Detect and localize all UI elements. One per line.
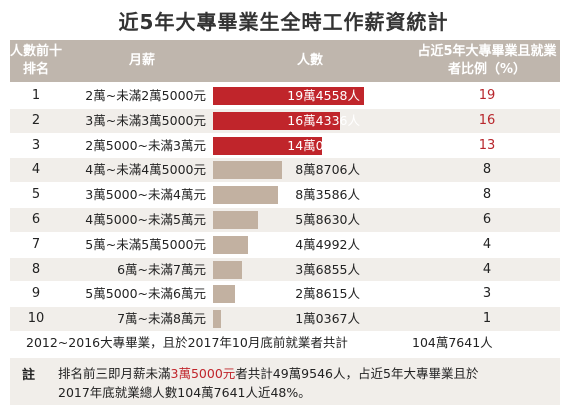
- value-label: 1萬0367人: [295, 311, 360, 327]
- rank-label: 7: [31, 236, 41, 252]
- footnote-highlight: 3萬5000元: [170, 366, 236, 381]
- header-percentage: 占近5年大專畢業且就業者比例（%）: [417, 44, 557, 77]
- bar: [213, 210, 259, 229]
- category-label: 2萬~未滿2萬5000元: [85, 88, 206, 103]
- table-row: 4 4萬~未滿4萬5000元 8萬8706人 8: [10, 158, 560, 183]
- table-row: 8 6萬~未滿7萬元 3萬6855人 4: [10, 257, 560, 282]
- percentage-label: 4: [482, 236, 492, 252]
- category-label: 5萬5000~未滿6萬元: [85, 286, 206, 302]
- percentage-label: 16: [478, 112, 496, 128]
- bar: [213, 310, 222, 329]
- percentage-label: 19: [478, 88, 496, 103]
- footnote-text-a: 排名前三即月薪未滿: [58, 366, 171, 381]
- rank-label: 10: [27, 311, 45, 327]
- total-row: 2012~2016大專畢業，且於2017年10月底前就業者共計 104萬7641…: [10, 331, 560, 355]
- value-label: 19萬4558人: [287, 88, 360, 103]
- rank-label: 2: [31, 112, 41, 128]
- footnote-line-1: 排名前三即月薪未滿3萬5000元者共計49萬9546人，占近5年大專畢業且於: [58, 363, 478, 382]
- percentage-label: 8: [482, 162, 492, 178]
- bar: [213, 235, 248, 254]
- table-row: 7 5萬~未滿5萬5000元 4萬4992人 4: [10, 232, 560, 257]
- category-label: 5萬~未滿5萬5000元: [85, 236, 206, 252]
- rank-label: 6: [31, 211, 41, 227]
- bar: [213, 111, 341, 130]
- table-header: 人數前十排名 月薪 人數 占近5年大專畢業且就業者比例（%）: [10, 40, 560, 82]
- table-body: 1 2萬~未滿2萬5000元 19萬4558人 19 2 3萬~未滿3萬5000元 16萬4…: [10, 84, 560, 332]
- rank-label: 4: [31, 162, 41, 178]
- category-label: 2萬5000~未滿3萬元: [85, 137, 206, 153]
- total-label: 2012~2016大專畢業，且於2017年10月底前就業者共計: [26, 335, 348, 350]
- table-row: 1 2萬~未滿2萬5000元 19萬4558人 19: [10, 84, 560, 108]
- value-label: 8萬8706人: [295, 162, 360, 178]
- bar: [213, 260, 242, 279]
- rank-label: 1: [31, 88, 41, 103]
- bar: [213, 186, 278, 205]
- rank-label: 9: [31, 286, 41, 302]
- bar: [213, 136, 322, 155]
- category-label: 3萬~未滿3萬5000元: [85, 112, 206, 128]
- bar: [213, 285, 236, 304]
- value-label: 2萬8615人: [295, 286, 360, 302]
- percentage-label: 8: [482, 187, 492, 203]
- footnote-text-b: 者共計49萬9546人，占近5年大專畢業且於: [235, 366, 479, 381]
- rank-label: 8: [31, 261, 41, 277]
- value-label: 14萬0652人: [287, 137, 360, 153]
- bar: [213, 161, 282, 180]
- percentage-label: 3: [482, 286, 492, 302]
- category-label: 6萬~未滿7萬元: [117, 261, 206, 277]
- value-label: 8萬3586人: [295, 187, 360, 203]
- footnote-line-2: 2017年底就業總人數104萬7641人近48%。: [58, 385, 311, 400]
- value-label: 3萬6855人: [295, 261, 360, 277]
- header-pay: 月薪: [128, 53, 155, 68]
- value-label: 5萬8630人: [295, 211, 360, 227]
- value-label: 16萬4336人: [287, 112, 360, 128]
- rank-label: 3: [31, 137, 41, 153]
- table-row: 5 3萬5000~未滿4萬元 8萬3586人 8: [10, 183, 560, 207]
- header-count: 人數: [296, 53, 323, 68]
- value-label: 4萬4992人: [295, 236, 360, 252]
- percentage-label: 4: [482, 261, 492, 277]
- header-rank: 人數前十排名: [10, 44, 63, 77]
- footnote-mark: 註: [22, 368, 36, 383]
- percentage-label: 1: [482, 311, 492, 327]
- percentage-label: 13: [478, 137, 496, 153]
- table-row: 10 7萬~未滿8萬元 1萬0367人 1: [10, 307, 560, 331]
- percentage-label: 6: [482, 211, 492, 227]
- category-label: 4萬~未滿4萬5000元: [85, 162, 206, 178]
- table-row: 3 2萬5000~未滿3萬元 14萬0652人 13: [10, 133, 560, 158]
- total-value: 104萬7641人: [412, 335, 493, 350]
- rank-label: 5: [31, 187, 41, 203]
- category-label: 7萬~未滿8萬元: [117, 311, 206, 327]
- table-row: 6 4萬5000~未滿5萬元 5萬8630人 6: [10, 207, 560, 232]
- category-label: 4萬5000~未滿5萬元: [85, 211, 206, 227]
- chart-title: 近5年大專畢業生全時工作薪資統計: [118, 10, 449, 34]
- bar: [213, 87, 364, 105]
- table-row: 9 5萬5000~未滿6萬元 2萬8615人 3: [10, 282, 560, 307]
- category-label: 3萬5000~未滿4萬元: [85, 187, 206, 203]
- table-row: 2 3萬~未滿3萬5000元 16萬4336人 16: [10, 108, 560, 133]
- footnote: 註 排名前三即月薪未滿3萬5000元者共計49萬9546人，占近5年大專畢業且於…: [10, 358, 560, 405]
